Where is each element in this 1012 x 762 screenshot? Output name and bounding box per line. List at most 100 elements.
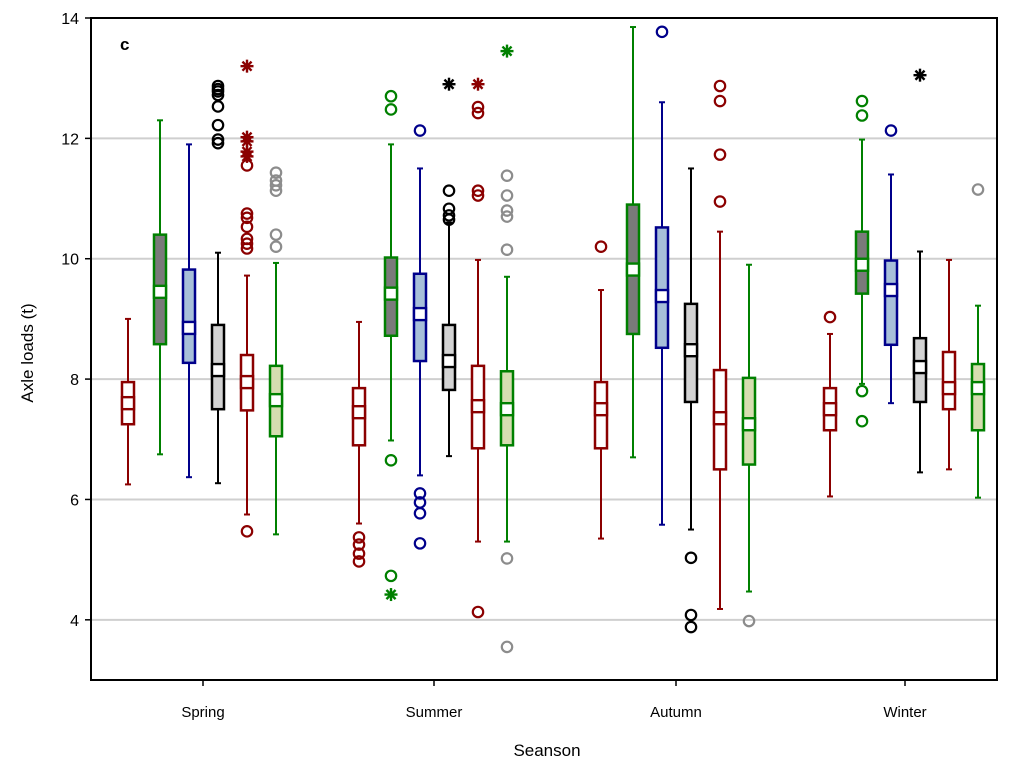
median-marker [854,257,870,272]
outlier-point [211,88,225,102]
extreme-point-stroke [443,78,455,90]
plot-frame [90,17,998,681]
median-marker [383,286,399,301]
y-tick-label: 8 [70,372,79,389]
outlier-point [471,605,485,619]
box-plot [181,143,197,479]
outlier-point [211,133,225,146]
outlier-point [442,209,456,222]
outlier-point [655,25,669,39]
outlier-point [352,555,366,568]
outlier-point [384,454,398,467]
outlier-point [713,94,727,108]
box [941,350,957,411]
outlier-point [500,243,514,256]
outlier-point [413,487,427,500]
box-plot [239,59,255,538]
outlier-point [240,211,254,225]
outlier-point [684,551,698,565]
median-marker [625,262,641,277]
median-marker [181,320,197,336]
box-plot [499,44,515,543]
outlier-point [240,232,254,246]
box [181,268,197,365]
x-axis-ticks: Spring Summer Autumn Winter [181,680,927,721]
outlier-point [240,237,254,250]
outlier-point [211,118,225,132]
box-plot [625,26,641,459]
box-plot [941,258,957,471]
median-marker [152,284,168,300]
extreme-point [442,77,456,91]
outlier-point [442,184,456,198]
extreme-point [240,59,254,73]
median-marker [210,362,226,378]
median-marker [912,359,928,375]
outlier-point [269,240,283,253]
outlier-point [211,79,225,93]
outlier-point [594,240,608,253]
outlier-point [413,124,427,137]
outlier-point [471,100,485,114]
extreme-point [240,130,254,144]
extreme-point [471,77,485,91]
box-series [120,25,986,654]
outlier-point [884,124,898,137]
outlier-point [471,189,485,202]
outlier-point [742,614,756,628]
extreme-point-stroke [241,60,253,72]
outlier-point [500,204,514,217]
outlier-point [442,202,456,216]
outlier-point [713,195,727,208]
box-plot [351,320,367,568]
box-plot [210,79,226,485]
extreme-point-stroke [472,78,484,90]
median-marker [268,392,284,408]
box-plot [822,310,838,498]
box-plot [912,68,928,474]
outlier-point [971,183,985,196]
median-marker [654,288,670,304]
outlier-point [269,228,283,241]
median-marker [120,395,136,411]
outlier-point [384,89,398,103]
x-tick-label: Summer [406,704,463,721]
outlier-point [471,106,485,120]
box [654,226,670,350]
outlier-point [500,640,514,654]
outlier-point [500,210,514,223]
outlier-point [384,103,398,116]
outlier-point [855,384,869,398]
median-marker [351,404,367,420]
box [883,259,899,347]
outlier-point [684,608,698,622]
median-marker [822,401,838,417]
x-tick-label: Spring [181,704,224,721]
box [970,362,986,432]
extreme-point [500,44,514,58]
box-plot [268,261,284,536]
y-tick-label: 6 [70,492,79,509]
box-plot [712,79,728,610]
outlier-point [855,94,869,108]
outlier-point [413,506,427,520]
box-plot [593,240,609,540]
outlier-point [500,169,514,182]
y-tick-label: 14 [61,11,79,28]
median-marker [593,401,609,417]
median-marker [470,398,486,414]
extreme-point [913,68,927,82]
y-tick-label: 10 [61,252,79,269]
outlier-point [713,79,727,93]
box-plot [883,124,899,405]
outlier-point [713,148,727,161]
outlier-point [384,569,398,583]
outlier-point [352,538,366,551]
box-plot [970,304,986,499]
y-axis-ticks: 4 6 8 10 12 14 [61,11,91,630]
y-axis-title: Axle loads (t) [18,303,37,402]
extreme-point-stroke [241,131,253,143]
outlier-point [684,620,698,634]
median-marker [970,380,986,396]
